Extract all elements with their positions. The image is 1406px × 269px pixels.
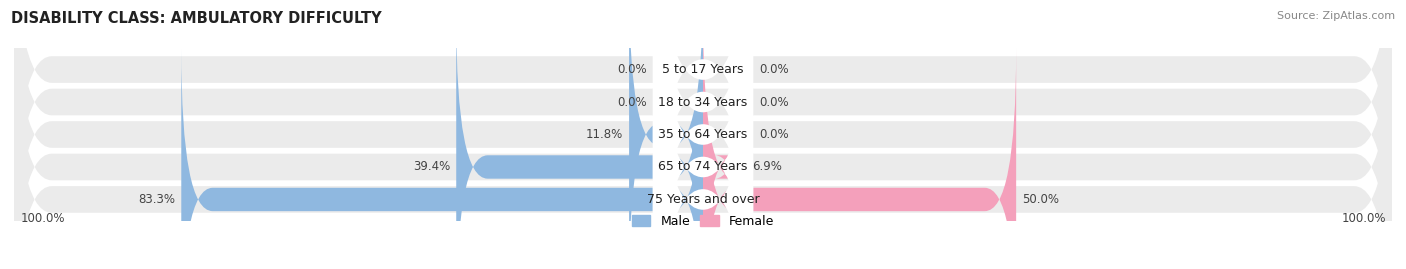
- FancyBboxPatch shape: [14, 0, 1392, 269]
- Text: 0.0%: 0.0%: [617, 95, 647, 108]
- FancyBboxPatch shape: [652, 0, 754, 269]
- FancyBboxPatch shape: [652, 0, 754, 269]
- Text: 39.4%: 39.4%: [413, 161, 450, 174]
- FancyBboxPatch shape: [703, 16, 747, 269]
- Text: 6.9%: 6.9%: [752, 161, 782, 174]
- Legend: Male, Female: Male, Female: [631, 215, 775, 228]
- Text: 65 to 74 Years: 65 to 74 Years: [658, 161, 748, 174]
- FancyBboxPatch shape: [14, 0, 1392, 269]
- Text: 50.0%: 50.0%: [1022, 193, 1059, 206]
- FancyBboxPatch shape: [181, 49, 703, 269]
- Text: 83.3%: 83.3%: [138, 193, 174, 206]
- Text: 0.0%: 0.0%: [759, 95, 789, 108]
- Text: 5 to 17 Years: 5 to 17 Years: [662, 63, 744, 76]
- Text: 0.0%: 0.0%: [759, 63, 789, 76]
- FancyBboxPatch shape: [703, 49, 1017, 269]
- FancyBboxPatch shape: [652, 0, 754, 269]
- Text: DISABILITY CLASS: AMBULATORY DIFFICULTY: DISABILITY CLASS: AMBULATORY DIFFICULTY: [11, 11, 382, 26]
- FancyBboxPatch shape: [14, 0, 1392, 251]
- Text: 18 to 34 Years: 18 to 34 Years: [658, 95, 748, 108]
- FancyBboxPatch shape: [652, 0, 754, 269]
- Text: 100.0%: 100.0%: [1341, 213, 1386, 225]
- Text: 0.0%: 0.0%: [759, 128, 789, 141]
- FancyBboxPatch shape: [456, 16, 703, 269]
- FancyBboxPatch shape: [14, 18, 1392, 269]
- FancyBboxPatch shape: [14, 0, 1392, 269]
- Text: 35 to 64 Years: 35 to 64 Years: [658, 128, 748, 141]
- FancyBboxPatch shape: [652, 0, 754, 269]
- Text: Source: ZipAtlas.com: Source: ZipAtlas.com: [1277, 11, 1395, 21]
- Text: 100.0%: 100.0%: [20, 213, 65, 225]
- Text: 75 Years and over: 75 Years and over: [647, 193, 759, 206]
- Text: 11.8%: 11.8%: [585, 128, 623, 141]
- Text: 0.0%: 0.0%: [617, 63, 647, 76]
- FancyBboxPatch shape: [628, 0, 703, 269]
